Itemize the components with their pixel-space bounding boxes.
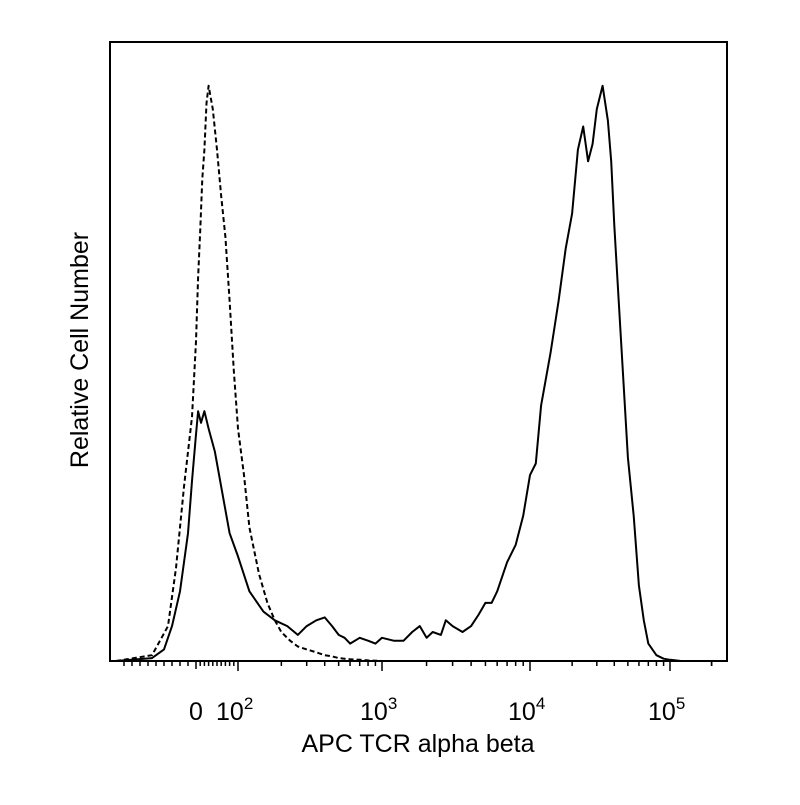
x-tick-label-10e5: 105 <box>648 694 685 726</box>
series-solid-line <box>115 84 712 662</box>
series-layer <box>115 84 712 662</box>
x-axis-ticks <box>123 661 713 671</box>
y-axis-label: Relative Cell Number <box>66 232 94 468</box>
x-tick-label-10e4: 104 <box>508 694 545 726</box>
tick-label-exponent: 4 <box>536 694 545 713</box>
x-tick-label-10e3: 103 <box>360 694 397 726</box>
x-axis-tick-labels: 0 102 103 104 105 <box>189 694 685 726</box>
x-axis-label: APC TCR alpha beta <box>302 730 535 758</box>
x-tick-label-10e2: 102 <box>216 694 253 726</box>
tick-label-base: 10 <box>360 698 388 726</box>
tick-label-exponent: 2 <box>244 694 253 713</box>
tick-label-base: 10 <box>508 698 536 726</box>
tick-label-base: 10 <box>648 698 676 726</box>
x-tick-label-zero: 0 <box>189 698 203 726</box>
tick-label-exponent: 5 <box>676 694 685 713</box>
tick-label-exponent: 3 <box>388 694 397 713</box>
plot-frame <box>109 41 728 662</box>
series-dashed-line <box>115 84 383 662</box>
tick-label-base: 10 <box>216 698 244 726</box>
